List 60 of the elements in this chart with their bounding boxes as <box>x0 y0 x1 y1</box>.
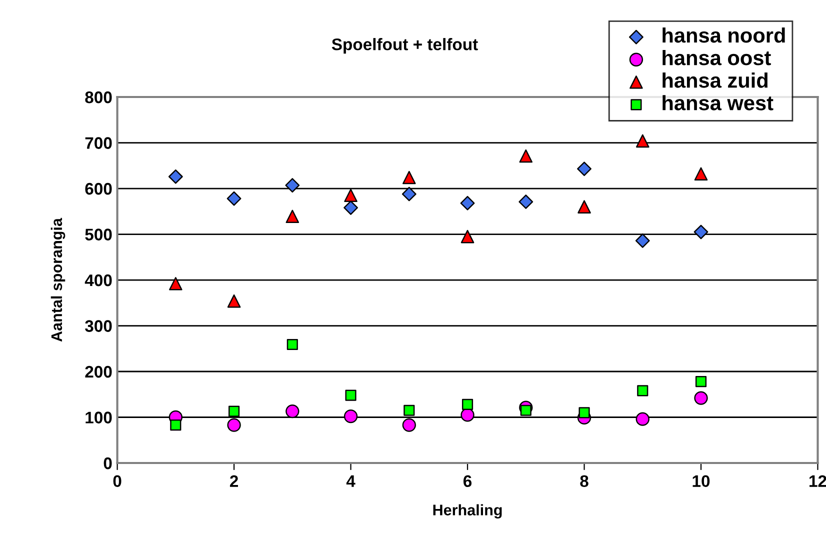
legend-label: hansa oost <box>662 50 771 66</box>
point <box>226 191 242 206</box>
point <box>345 390 356 401</box>
y-tick-label: 100 <box>86 412 112 424</box>
point <box>170 419 182 431</box>
x-tick-label: 12 <box>810 475 826 487</box>
x-tick-label: 0 <box>113 475 122 488</box>
point <box>344 188 358 202</box>
point <box>577 162 592 176</box>
point <box>228 406 240 417</box>
point <box>404 404 415 416</box>
point <box>402 186 416 202</box>
point <box>462 398 474 410</box>
point <box>694 167 708 181</box>
point <box>519 149 533 163</box>
point <box>520 404 532 416</box>
point <box>286 404 300 418</box>
y-tick-label: 500 <box>85 228 112 240</box>
point <box>402 170 416 184</box>
point <box>286 338 298 350</box>
x-tick-label: 10 <box>692 475 710 488</box>
point <box>344 410 358 424</box>
x-axis-title: Herhaling <box>433 504 502 519</box>
point <box>344 200 358 215</box>
legend-label: hansa noord <box>662 27 785 43</box>
point <box>694 224 708 240</box>
x-tick-label: 2 <box>230 475 238 487</box>
y-axis-title: Aantal sporangia <box>50 218 66 342</box>
point <box>578 200 591 214</box>
y-tick-label: 300 <box>85 320 112 332</box>
point <box>227 418 241 432</box>
point <box>460 196 475 210</box>
legend-label: hansa zuid <box>662 72 768 88</box>
point <box>695 376 707 388</box>
point <box>168 169 183 184</box>
y-tick-label: 0 <box>104 457 112 470</box>
point <box>518 194 534 209</box>
x-tick-label: 8 <box>580 475 588 488</box>
point <box>227 294 241 308</box>
legend-label: hansa west <box>662 95 774 110</box>
point <box>578 407 590 418</box>
y-tick-label: 400 <box>84 274 112 286</box>
point <box>636 412 650 426</box>
y-tick-label: 700 <box>85 137 112 149</box>
point <box>402 418 416 432</box>
x-tick-label: 4 <box>346 475 356 487</box>
y-tick-label: 800 <box>85 91 112 104</box>
point <box>635 233 650 248</box>
point <box>460 408 474 422</box>
point <box>636 134 650 148</box>
y-tick-label: 600 <box>85 182 112 195</box>
x-tick-label: 6 <box>463 475 472 488</box>
chart-title: Spoelfout + telfout <box>332 38 478 54</box>
y-tick-label: 200 <box>85 366 112 378</box>
point <box>460 230 474 244</box>
point <box>169 277 182 290</box>
point <box>285 178 300 193</box>
point <box>694 391 708 405</box>
point <box>286 210 300 224</box>
point <box>637 385 648 396</box>
